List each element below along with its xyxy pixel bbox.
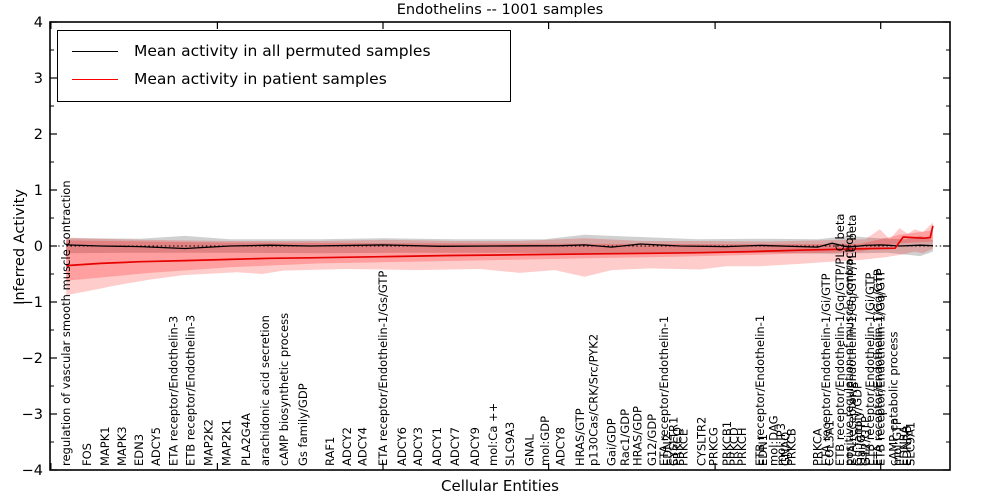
entity-tick-label: PRKCB1 xyxy=(720,421,734,466)
entity-tick-label: cAMP catabolic process xyxy=(886,331,900,466)
entity-tick-label: ETA receptor/Endothelin-1/Gq/GTP/PLC bet… xyxy=(845,215,859,466)
entity-tick-label: mol:Ca ++ xyxy=(486,403,500,466)
entity-tick-label: PRKCG xyxy=(706,427,720,466)
entity-tick-label: EDN3 xyxy=(132,434,146,466)
entity-tick-label: GNAQ xyxy=(778,432,792,466)
patient-range-band-outer xyxy=(66,222,933,296)
permuted-mean-line xyxy=(66,242,933,250)
entity-tick-label: ETA receptor/Endothelin-1/Gq/GTP xyxy=(871,269,885,466)
y-tick-label: −3 xyxy=(22,407,43,423)
entity-tick-label: Gai/GTP xyxy=(854,420,868,466)
chart-title: Endothelins -- 1001 samples xyxy=(396,2,604,18)
entity-tick-label: EDN2 xyxy=(660,434,674,466)
entity-tick-label: SLC9A3 xyxy=(503,422,517,466)
legend-box: Mean activity in all permuted samples Me… xyxy=(57,30,511,102)
entity-tick-label: ADCY8 xyxy=(553,427,567,466)
entity-tick-label: SLC9A1 xyxy=(903,422,917,466)
entity-tick-label: mol:GTP xyxy=(890,418,904,466)
entity-tick-label: PRKCQ xyxy=(670,427,684,466)
entity-tick-label: arachidonic acid secretion xyxy=(258,315,272,466)
y-tick-label: −2 xyxy=(22,351,43,367)
y-axis-title: Inferred Activity xyxy=(12,189,28,305)
y-tick-label: 2 xyxy=(34,127,43,143)
entity-tick-label: mol:IP3 xyxy=(774,423,788,466)
legend-item-patient: Mean activity in patient samples xyxy=(58,65,510,93)
entity-tick-label: ETB receptor/Endothelin-1/Gq/GTP xyxy=(874,268,888,466)
entity-tick-label: ADCY3 xyxy=(411,427,425,466)
entity-tick-label: RAF1 xyxy=(323,437,337,466)
entity-tick-label: ADCY2 xyxy=(340,427,354,466)
entity-tick-label: ETA receptor/Endothelin-1 xyxy=(657,316,671,466)
entity-tick-label: Gs family/GDP xyxy=(296,383,310,466)
entity-tick-label: MAPK1 xyxy=(98,426,112,466)
entity-tick-label: p130Cas/CRK/Src/PYK2 xyxy=(587,334,601,466)
entity-tick-label: HRAS/GTP xyxy=(573,408,587,466)
entity-tick-label: Gai/GDP xyxy=(605,418,619,466)
entity-tick-label: ADCY4 xyxy=(355,427,369,466)
entity-tick-label: PLA2G4A xyxy=(239,413,253,466)
entity-tick-label: MAP2K1 xyxy=(219,419,233,466)
entity-tick-label: MAPK3 xyxy=(115,426,129,466)
legend-line-black xyxy=(72,50,118,52)
entity-tick-label: EDNRB xyxy=(900,425,914,466)
entity-tick-label: CYSLTR2 xyxy=(695,417,709,466)
entity-tick-label: FOS xyxy=(80,443,94,466)
entity-tick-label: GNAL xyxy=(523,434,537,466)
entity-tick-label: PRKCE xyxy=(677,429,691,466)
entity-tick-label: MAP2K2 xyxy=(201,419,215,466)
y-tick-label: 1 xyxy=(34,183,43,199)
entity-tick-label: PRKCD xyxy=(727,427,741,466)
entity-tick-label: CYSLTR1 xyxy=(667,417,681,466)
entity-tick-label: ETA receptor/Endothelin-3 xyxy=(166,316,180,466)
y-tick-label: 0 xyxy=(34,239,43,255)
entity-tick-label: HRAS/GDP xyxy=(631,406,645,466)
legend-label: Mean activity in patient samples xyxy=(134,70,387,88)
patient-mean-line xyxy=(66,225,934,267)
entity-tick-label: Gq family/GDP xyxy=(850,382,864,466)
entity-tick-label: EDNRA xyxy=(897,426,911,466)
entity-tick-label: COL3A1 xyxy=(822,420,836,466)
entity-tick-label: PRKCH xyxy=(735,427,749,466)
y-tick-label: −1 xyxy=(22,295,43,311)
entity-tick-label: ETB receptor/Endothelin-1/Gi/GTP xyxy=(863,272,877,466)
entity-tick-label: PRKCB xyxy=(785,428,799,466)
entity-tick-label: mol:GDP xyxy=(538,416,552,466)
entity-tick-label: regulation of vascular smooth muscle con… xyxy=(59,180,73,466)
legend-label: Mean activity in all permuted samples xyxy=(134,42,431,60)
entity-tick-label: G12/GDP xyxy=(645,414,659,466)
entity-tick-label: mol:DAG xyxy=(767,415,781,466)
entity-tick-label: cAMP biosynthetic process xyxy=(277,313,291,466)
entity-tick-label: PRKCA xyxy=(811,428,825,466)
entity-tick-label: ETB receptor/Endothelin-3 xyxy=(183,315,197,466)
entity-tick-label: ETB receptor/Endothelin-1/Gq/GTP/PLC bet… xyxy=(833,214,847,466)
entity-tick-label: ETA receptor/Endothelin-1/Gi/GTP xyxy=(819,273,833,466)
entity-tick-label: ADCY5 xyxy=(149,427,163,466)
entity-tick-label: Rac1/GDP xyxy=(618,409,632,466)
entity-tick-label: G12/GTP xyxy=(858,416,872,466)
entity-tick-label: ETB receptor/Endothelin-1 xyxy=(753,315,767,466)
entity-tick-label: ADCY9 xyxy=(468,427,482,466)
y-tick-label: 3 xyxy=(34,71,43,87)
entity-tick-label: EDN1 xyxy=(756,434,770,466)
entity-tick-label: ADCY6 xyxy=(395,427,409,466)
entity-tick-label: ADCY7 xyxy=(448,427,462,466)
entity-tick-label: ADCY1 xyxy=(430,427,444,466)
y-tick-label: −4 xyxy=(22,463,43,479)
legend-line-red xyxy=(72,78,118,80)
y-tick-label: 4 xyxy=(34,15,43,31)
entity-tick-label: ETA receptor/Endothelin-1/Gs/GTP xyxy=(376,271,390,466)
legend-item-permuted: Mean activity in all permuted samples xyxy=(58,37,510,65)
entity-tick-label: positive regulation of muscle contractio… xyxy=(842,230,856,466)
x-axis-title: Cellular Entities xyxy=(441,477,559,495)
